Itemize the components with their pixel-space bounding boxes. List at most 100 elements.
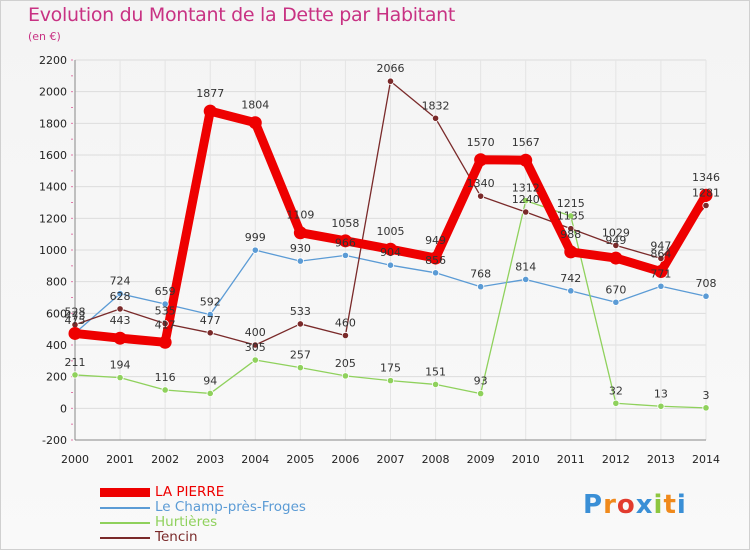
data-label: 1215 — [557, 197, 585, 210]
x-tick-label: 2007 — [377, 453, 405, 466]
data-point — [474, 153, 488, 167]
legend-swatch — [100, 507, 150, 509]
legend-swatch — [100, 537, 150, 539]
data-label: 211 — [65, 356, 86, 369]
data-label: 1240 — [512, 193, 540, 206]
data-label: 417 — [155, 318, 176, 331]
legend-swatch — [100, 522, 150, 524]
data-label: 305 — [245, 341, 266, 354]
x-tick-label: 2013 — [647, 453, 675, 466]
data-point — [477, 390, 485, 398]
data-label: 670 — [605, 283, 626, 296]
data-point — [161, 320, 169, 328]
legend-label: Hurtières — [155, 514, 218, 530]
data-point — [161, 300, 169, 308]
y-tick-label: 2200 — [39, 54, 67, 67]
data-point — [341, 331, 350, 340]
data-point — [702, 404, 710, 412]
data-point — [657, 254, 665, 262]
data-point — [206, 310, 214, 319]
data-point — [657, 402, 665, 410]
y-tick-label: 600 — [46, 307, 67, 320]
data-label: 94 — [203, 374, 217, 387]
x-axis: 2000 2001 2002 2003 2004 2005 2006 2007 2008 2009… — [61, 439, 720, 466]
y-tick-label: 200 — [46, 371, 67, 384]
data-labels: 475 724 659 592 999 930 966 904 856 768 814 742 670 7… — [65, 62, 721, 402]
chart-subtitle: (en €) — [28, 30, 61, 43]
data-point — [567, 225, 575, 233]
data-label: 724 — [110, 275, 131, 288]
data-label: 742 — [560, 272, 581, 285]
data-point — [296, 320, 304, 328]
y-tick-label: 2000 — [39, 86, 67, 99]
data-label: 475 — [65, 314, 86, 327]
data-label: 949 — [605, 234, 626, 247]
data-label: 947 — [650, 239, 671, 252]
data-label: 1340 — [467, 177, 495, 190]
data-point — [612, 241, 620, 250]
data-point — [522, 208, 530, 216]
data-point — [251, 356, 259, 364]
data-point — [609, 251, 623, 265]
data-label: 966 — [335, 236, 356, 249]
data-point — [612, 399, 620, 407]
data-point — [519, 153, 533, 167]
data-label: 628 — [110, 290, 131, 303]
data-point — [203, 104, 217, 118]
data-point — [477, 283, 485, 291]
data-label: 400 — [245, 326, 266, 339]
y-tick-label: 1400 — [39, 181, 67, 194]
data-label: 1570 — [467, 136, 495, 149]
data-label: 768 — [470, 268, 491, 281]
data-label: 3 — [703, 389, 710, 402]
data-point — [341, 372, 350, 380]
data-label: 1005 — [377, 225, 405, 238]
data-point — [338, 234, 352, 248]
y-tick-label: 1000 — [39, 244, 67, 257]
x-tick-label: 2012 — [602, 453, 630, 466]
data-label: 443 — [110, 314, 131, 327]
data-point — [251, 246, 259, 254]
data-point — [251, 341, 259, 349]
data-point — [296, 364, 304, 372]
data-point — [161, 386, 169, 394]
data-point — [702, 292, 710, 300]
data-label: 988 — [560, 228, 581, 241]
data-point — [522, 197, 530, 205]
x-tick-label: 2011 — [557, 453, 585, 466]
data-point — [612, 298, 620, 306]
y-tick-label: 400 — [46, 339, 67, 352]
data-label: 535 — [155, 305, 176, 318]
data-point — [386, 261, 395, 269]
legend-swatch — [100, 488, 150, 497]
data-point — [296, 257, 304, 265]
data-point — [68, 326, 82, 340]
x-tick-label: 2006 — [331, 453, 359, 466]
data-point — [702, 201, 710, 210]
data-point — [431, 269, 440, 277]
data-label: 1281 — [692, 187, 720, 200]
data-label: 93 — [474, 375, 488, 388]
x-tick-label: 2004 — [241, 453, 269, 466]
x-tick-label: 2014 — [692, 453, 720, 466]
data-label: 864 — [650, 248, 671, 261]
line-chart: -200 0 200 400 600 800 1000 1200 1400 1600 1800 200… — [39, 54, 721, 466]
x-tick-label: 2000 — [61, 453, 89, 466]
data-label: 477 — [200, 314, 221, 327]
data-point — [429, 251, 443, 265]
data-label: 528 — [65, 306, 86, 319]
data-label: 533 — [290, 305, 311, 318]
data-label: 1312 — [512, 182, 540, 195]
data-label: 1346 — [692, 171, 720, 184]
x-tick-label: 2009 — [467, 453, 495, 466]
data-label: 1832 — [422, 99, 450, 112]
data-point — [248, 116, 262, 130]
data-point — [522, 275, 530, 284]
x-tick-label: 2003 — [196, 453, 224, 466]
data-label: 1029 — [602, 226, 630, 239]
data-point — [386, 77, 395, 85]
data-point — [116, 374, 124, 382]
data-label: 13 — [654, 387, 668, 400]
data-label: 814 — [515, 260, 536, 273]
data-label: 771 — [650, 267, 671, 280]
